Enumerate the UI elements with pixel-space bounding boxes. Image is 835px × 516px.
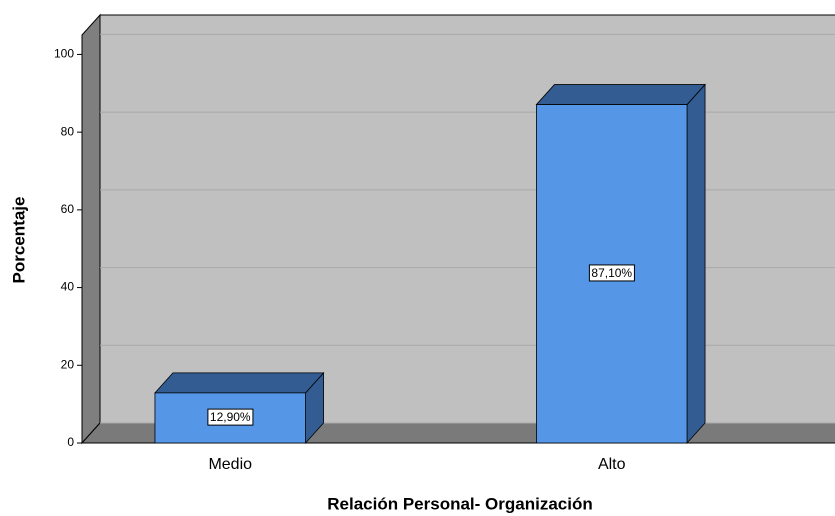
x-axis-title: Relación Personal- Organización (327, 494, 592, 513)
side-wall (81, 13, 101, 445)
y-tick-label: 60 (61, 202, 75, 216)
data-label-box (588, 264, 635, 282)
y-tick-label: 20 (61, 357, 75, 371)
y-axis-title: Porcentaje (9, 197, 28, 284)
data-label: 87,10% (588, 264, 635, 282)
y-tick-label: 80 (61, 124, 75, 138)
data-label: 12,90% (207, 408, 254, 426)
y-tick-label: 0 (67, 435, 74, 449)
y-tick-label: 40 (61, 280, 75, 294)
data-label-box (207, 408, 254, 426)
back-wall (99, 14, 835, 424)
bar-top (154, 372, 325, 394)
bar-side (686, 83, 706, 445)
x-tick-label: Alto (598, 456, 626, 473)
bar-top (535, 84, 706, 105)
y-tick-label: 100 (54, 47, 74, 61)
data-label-text: 12,90% (210, 410, 251, 424)
x-tick-label: Medio (208, 456, 252, 473)
data-label-text: 87,10% (591, 266, 632, 280)
